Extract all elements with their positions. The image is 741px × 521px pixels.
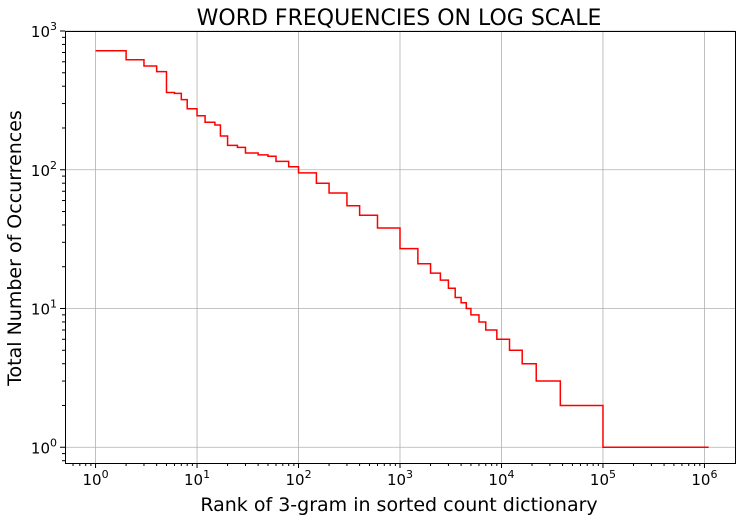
x-tick-exponent: 0	[102, 468, 109, 481]
x-tick-exponent: 6	[710, 468, 717, 481]
y-tick-label: 101	[31, 298, 57, 319]
x-tick-base: 10	[83, 471, 102, 489]
y-tick-label: 103	[31, 20, 57, 41]
x-tick-label: 106	[691, 468, 717, 489]
y-tick-exponent: 1	[50, 298, 57, 311]
x-tick-label: 103	[387, 468, 413, 489]
x-tick-base: 10	[691, 471, 710, 489]
x-tick-exponent: 1	[203, 468, 210, 481]
y-axis-label: Total Number of Occurrences	[4, 110, 26, 387]
y-tick-label: 100	[31, 436, 57, 457]
x-tick-base: 10	[387, 471, 406, 489]
x-tick-base: 10	[184, 471, 203, 489]
x-tick-label: 104	[488, 468, 514, 489]
y-tick-base: 10	[31, 162, 50, 180]
y-tick-base: 10	[31, 301, 50, 319]
x-tick-exponent: 2	[305, 468, 312, 481]
y-tick-exponent: 3	[50, 20, 57, 33]
x-tick-base: 10	[488, 471, 507, 489]
series-line	[95, 50, 709, 448]
x-tick-label: 101	[184, 468, 210, 489]
x-tick-base: 10	[590, 471, 609, 489]
x-tick-exponent: 3	[406, 468, 413, 481]
y-tick-exponent: 0	[50, 436, 57, 449]
y-tick-label: 102	[31, 159, 57, 180]
x-tick-label: 100	[83, 468, 109, 489]
x-tick-label: 105	[590, 468, 616, 489]
chart-title: WORD FREQUENCIES ON LOG SCALE	[197, 6, 602, 31]
y-tick-base: 10	[31, 23, 50, 41]
y-tick-exponent: 2	[50, 159, 57, 172]
x-tick-exponent: 5	[609, 468, 616, 481]
x-tick-exponent: 4	[508, 468, 515, 481]
series-layer	[95, 50, 709, 448]
x-tick-label: 102	[285, 468, 311, 489]
x-axis-label: Rank of 3-gram in sorted count dictionar…	[200, 494, 597, 516]
y-tick-base: 10	[31, 439, 50, 457]
x-tick-base: 10	[285, 471, 304, 489]
